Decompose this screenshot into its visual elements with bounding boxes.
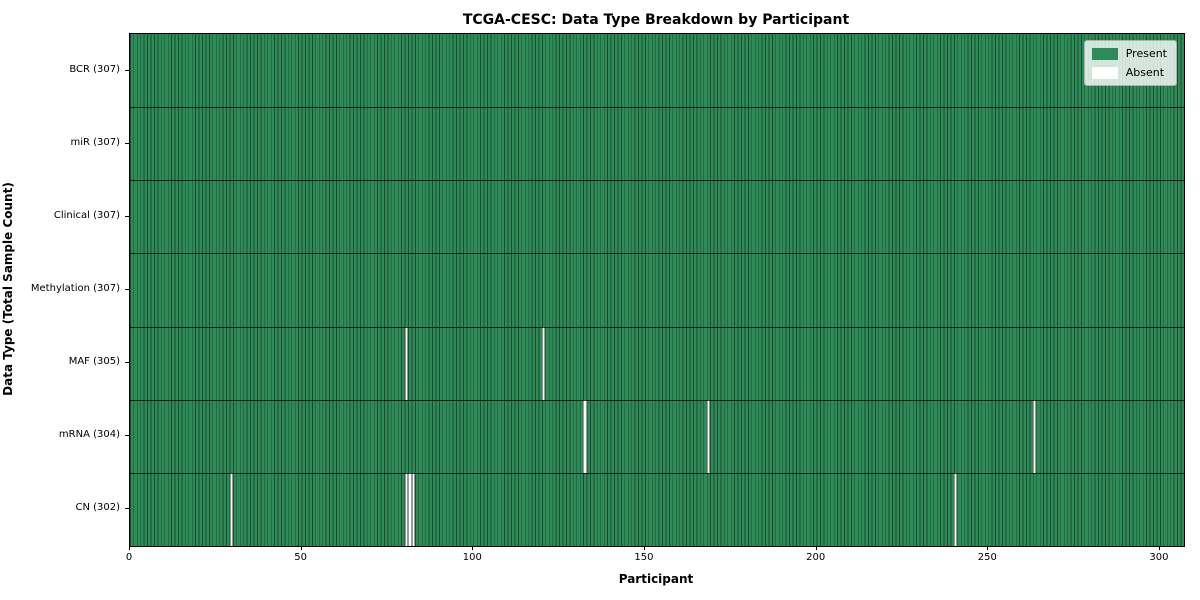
x-tick-label: 300 — [1149, 552, 1169, 563]
absent-cell — [404, 326, 409, 400]
x-tick-label: 100 — [462, 552, 482, 563]
row-divider — [130, 326, 1184, 328]
heatmap-plot-area: Present Absent — [129, 33, 1185, 547]
x-tick-mark — [815, 546, 817, 550]
legend-label-absent: Absent — [1125, 66, 1165, 79]
absent-cell — [408, 472, 412, 546]
heatmap-row-methylation — [130, 253, 1184, 327]
legend: Present Absent — [1083, 40, 1177, 86]
row-divider — [130, 399, 1184, 401]
x-tick-mark — [1158, 546, 1160, 550]
row-divider — [130, 253, 1184, 255]
y-tick-mark — [125, 69, 129, 71]
heatmap-row-maf — [130, 326, 1184, 400]
y-tick-mark — [125, 289, 129, 290]
y-tick-label: miR (307) — [70, 136, 120, 148]
x-tick-mark — [643, 546, 645, 550]
absent-cell — [583, 399, 587, 473]
absent-cell — [1032, 399, 1037, 473]
heatmap-row-clinical — [130, 180, 1184, 254]
y-tick-mark — [125, 215, 129, 217]
legend-swatch-present-icon — [1091, 47, 1118, 60]
absent-cell — [953, 472, 958, 546]
y-tick-label: CN (302) — [75, 502, 120, 514]
x-tick-mark — [300, 546, 302, 550]
y-tick-mark — [125, 435, 129, 437]
y-tick-mark — [125, 508, 129, 510]
row-divider — [130, 472, 1184, 474]
absent-cell — [404, 472, 409, 546]
absent-cell — [541, 326, 546, 400]
legend-item-absent: Absent — [1091, 66, 1167, 79]
heatmap-row-mrna — [130, 399, 1184, 473]
row-divider — [130, 180, 1184, 182]
x-tick-mark — [129, 546, 130, 550]
absent-cell — [229, 472, 233, 546]
absent-cell — [411, 472, 415, 546]
x-tick-label: 50 — [294, 552, 308, 563]
heatmap-row-cn — [130, 472, 1184, 546]
absent-cell — [706, 399, 711, 473]
heatmap-row-mir — [130, 107, 1184, 181]
y-tick-mark — [125, 142, 129, 144]
y-tick-label: MAF (305) — [68, 356, 120, 368]
legend-label-present: Present — [1125, 47, 1167, 60]
y-tick-label: Clinical (307) — [53, 209, 120, 221]
x-tick-label: 200 — [806, 552, 826, 563]
chart-title: TCGA-CESC: Data Type Breakdown by Partic… — [462, 12, 850, 28]
x-tick-label: 0 — [125, 552, 133, 563]
heatmap-row-bcr — [130, 34, 1184, 108]
x-tick-mark — [987, 546, 989, 550]
x-tick-label: 250 — [977, 552, 997, 563]
y-tick-label: BCR (307) — [69, 63, 120, 75]
y-tick-mark — [125, 362, 129, 364]
y-tick-label: mRNA (304) — [58, 429, 120, 441]
legend-swatch-absent-icon — [1091, 66, 1118, 79]
row-divider — [130, 107, 1184, 109]
x-tick-mark — [472, 546, 474, 550]
x-axis-label: Participant — [618, 572, 694, 586]
x-tick-label: 150 — [634, 552, 654, 563]
y-tick-label: Methylation (307) — [30, 283, 120, 294]
legend-item-present: Present — [1091, 47, 1167, 60]
